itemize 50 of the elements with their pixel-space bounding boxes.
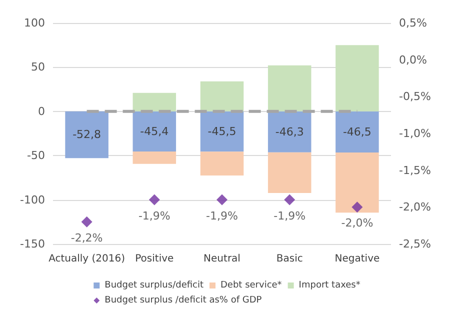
y2-tick-label: -1,0% — [399, 127, 431, 140]
bar — [268, 65, 312, 112]
x-tick-label: Basic — [276, 254, 303, 264]
y2-tick-label: -1,5% — [399, 164, 431, 177]
y-tick-label: 50 — [31, 60, 45, 74]
y2-tick-label: -2,5% — [399, 238, 431, 250]
y-tick-label: -150 — [20, 238, 45, 250]
bar — [132, 111, 176, 152]
x-tick-label: Actually (2016) — [48, 254, 126, 264]
data-label: -45,4 — [140, 124, 169, 138]
y2-tick-label: -2,0% — [399, 200, 431, 214]
bar — [200, 111, 244, 152]
data-label: -1,9% — [206, 209, 238, 222]
bar — [268, 111, 312, 152]
bar — [200, 152, 244, 176]
bar — [268, 152, 312, 193]
x-tick-label: Neutral — [204, 254, 240, 264]
data-label: -46,5 — [342, 125, 372, 138]
bar — [336, 111, 379, 153]
y2-tick-label: 0,0% — [399, 53, 427, 66]
legend-label: Debt service* — [220, 280, 282, 290]
legend-label: Import taxes* — [298, 280, 361, 290]
y-tick-label: 100 — [24, 16, 45, 30]
data-label: -52,8 — [72, 128, 102, 142]
y-tick-label: 0 — [38, 104, 45, 118]
data-label: -2,0% — [341, 216, 374, 230]
legend-label: Budget surplus/deficit — [104, 280, 204, 290]
bar — [336, 45, 379, 112]
data-label: -1,9% — [274, 209, 306, 222]
point — [216, 194, 228, 206]
bar — [200, 81, 244, 112]
point — [284, 194, 296, 206]
data-label: -2,2% — [70, 231, 103, 244]
point — [148, 194, 160, 206]
point — [352, 202, 363, 213]
data-label: -1,9% — [138, 209, 170, 222]
x-tick-label: Negative — [334, 254, 380, 264]
y2-tick-label: -0,5% — [399, 90, 431, 104]
bar — [132, 92, 176, 112]
legend-label: Budget surplus /deficit as% of GDP — [104, 296, 262, 306]
y-tick-label: -100 — [20, 193, 45, 206]
bar — [132, 152, 176, 164]
x-tick-label: Positive — [135, 254, 174, 264]
data-label: -46,3 — [275, 125, 304, 138]
data-label: -45,5 — [208, 125, 236, 138]
point — [81, 216, 92, 228]
bar — [65, 111, 108, 158]
y2-tick-label: 0,5% — [399, 16, 427, 30]
bar — [336, 152, 379, 213]
y-tick-label: -50 — [27, 149, 45, 162]
